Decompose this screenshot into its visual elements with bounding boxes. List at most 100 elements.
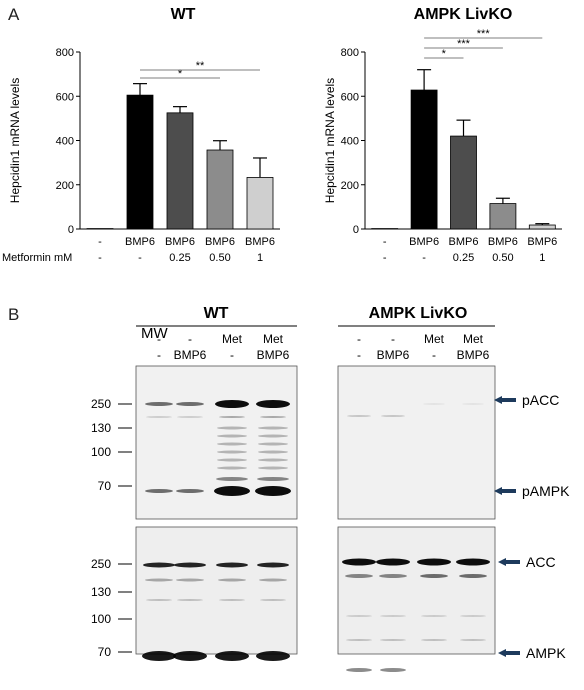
band-acc [174,563,206,568]
bar [451,136,477,229]
band-smear [217,459,247,462]
band-acc [417,559,451,566]
blot-membrane-bottom [338,527,495,654]
band-faint [260,599,286,601]
x-dose-label: 0.25 [169,252,190,264]
lane-label-stimulus: BMP6 [457,348,490,362]
x-category-label: BMP6 [245,236,275,248]
blot-membrane-top [338,366,495,519]
chart-title: AMPK LivKO [414,6,513,23]
y-tick-label: 600 [56,91,74,103]
band-faint [420,574,448,578]
band-faint [423,403,445,405]
band-ampk [256,651,290,661]
band-acc [257,563,289,568]
y-tick-label: 800 [341,47,359,59]
lane-label-treatment: Met [222,332,243,346]
significance-label: *** [477,28,491,40]
band-faint [459,574,487,578]
band-faint [260,416,286,418]
band-faint [177,599,203,601]
band-smear [258,427,288,430]
x-dose-label: 1 [257,252,263,264]
band-acc [216,563,248,568]
lane-label-stimulus: - [230,348,234,362]
band-label: ACC [526,554,556,570]
band-ampk [215,651,249,661]
mw-marker: 130 [91,585,111,599]
bar [127,95,153,229]
x-category-label: BMP6 [205,236,235,248]
lane-label-stimulus: - [357,348,361,362]
band-acc [376,559,410,566]
band-faint [257,477,289,481]
y-tick-label: 200 [56,180,74,192]
y-tick-label: 200 [341,180,359,192]
lane-label-treatment: Met [263,332,284,346]
mw-marker: 250 [91,557,111,571]
x-category-label: BMP6 [409,236,439,248]
band-smear [217,451,247,454]
band-faint [346,615,372,617]
band-pacc [145,402,173,406]
band-faint [380,668,406,672]
wt-blot-title: WT [204,305,229,322]
mw-marker: 250 [91,397,111,411]
blot-membrane-bottom [136,527,297,654]
band-pacc [256,400,290,408]
band-faint [421,639,447,641]
band-ampk [142,651,176,661]
lane-label-treatment: - [157,332,161,346]
x-category-label: BMP6 [125,236,155,248]
x-dose-label: 0.25 [453,252,474,264]
band-smear [217,467,247,470]
mw-marker: 70 [98,645,112,659]
band-arrow-head [498,649,506,657]
band-faint [460,639,486,641]
band-faint [145,579,173,582]
band-faint [146,416,172,418]
band-faint [380,615,406,617]
band-smear [217,435,247,438]
panel-a-label: A [8,5,20,24]
x-dose-label: - [422,252,426,264]
x-category-label: - [383,236,387,248]
band-faint [259,579,287,582]
band-pampk [214,486,250,496]
band-faint [176,579,204,582]
band-faint [381,415,405,417]
band-faint [380,639,406,641]
y-axis-label: Hepcidin1 mRNA levels [8,78,22,203]
bar [247,177,273,229]
band-faint [460,615,486,617]
band-pampk [255,486,291,496]
x-category-label: - [98,236,102,248]
y-axis-label: Hepcidin1 mRNA levels [323,78,337,203]
band-ampk [173,651,207,661]
lane-label-stimulus: BMP6 [174,348,207,362]
band-faint [462,403,484,405]
y-tick-label: 800 [56,47,74,59]
band-faint [421,615,447,617]
lane-label-stimulus: - [432,348,436,362]
blot-membrane-top [136,366,297,519]
chart-title: WT [171,6,196,23]
panel-b-label: B [8,305,19,324]
x-dose-label: - [98,252,102,264]
bar [490,204,516,229]
band-label: pACC [522,392,559,408]
band-faint [346,668,372,672]
band-pampk [176,489,204,493]
band-pacc [176,402,204,406]
band-faint [218,579,246,582]
band-smear [258,443,288,446]
x-dose-label: 0.50 [492,252,513,264]
mw-marker: 100 [91,445,111,459]
mw-label: MW [141,325,168,342]
band-smear [217,443,247,446]
lane-label-treatment: - [391,332,395,346]
lane-label-stimulus: BMP6 [257,348,290,362]
band-acc [342,559,376,566]
band-faint [146,599,172,601]
